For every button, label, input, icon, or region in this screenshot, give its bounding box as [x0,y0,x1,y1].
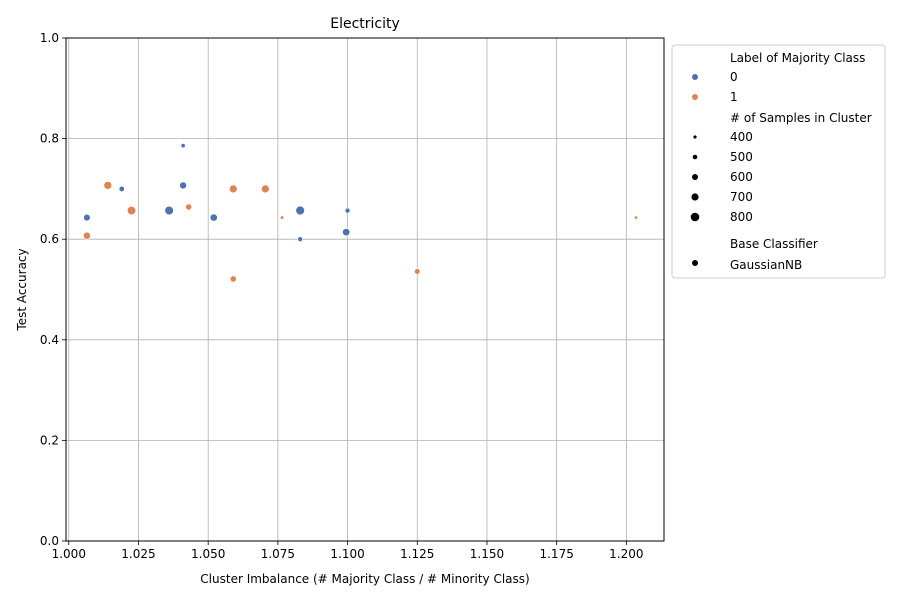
scatter-point-class-0-4 [179,181,187,190]
legend-style-title: Base Classifier [730,237,818,251]
x-tick-label: 1.050 [191,547,225,561]
x-tick-label: 1.100 [330,547,364,561]
legend-size-label-600: 600 [730,170,753,184]
x-tick-label: 1.150 [470,547,504,561]
legend-hue-label-0: 0 [730,70,738,84]
y-tick-label: 0.0 [40,534,59,548]
x-axis-label: Cluster Imbalance (# Majority Class / # … [200,572,529,586]
grid-lines [66,37,664,542]
x-tick-label: 1.200 [609,547,643,561]
scatter-point-class-1-6 [261,184,270,194]
scatter-point-class-1-4 [229,184,238,194]
scatter-point-class-0-7 [297,236,303,242]
scatter-point-class-0-0 [83,213,91,222]
scatter-point-class-1-8 [414,268,421,275]
legend-marker-size-700 [691,193,699,201]
scatter-point-class-1-0 [83,231,91,240]
scatter-point-class-0-2 [164,205,174,216]
legend-marker-gaussiannb [692,260,698,266]
y-tick-label: 0.2 [40,433,59,447]
legend-marker-size-800 [690,212,700,222]
x-tick-label: 1.175 [539,547,573,561]
chart-title: Electricity [330,16,400,32]
data-points [83,143,639,283]
scatter-point-class-0-9 [344,207,351,214]
scatter-point-class-1-9 [634,215,639,220]
scatter-point-class-0-6 [295,205,305,216]
scatter-point-class-0-3 [180,143,186,149]
legend-marker-size-600 [692,174,698,180]
scatter-point-class-0-1 [118,185,125,192]
legend-style-label-gaussiannb: GaussianNB [730,258,802,272]
legend-size-label-700: 700 [730,190,753,204]
x-tick-label: 1.025 [121,547,155,561]
legend-size-label-500: 500 [730,150,753,164]
x-axis-ticks: 1.000 1.025 1.050 1.075 1.100 1.125 1.150 1.175… [52,541,644,561]
scatter-point-class-0-8 [342,228,351,237]
y-tick-label: 0.4 [40,333,59,347]
x-tick-label: 1.075 [261,547,295,561]
legend-hue-title: Label of Majority Class [730,51,865,65]
scatter-point-class-1-7 [280,215,285,220]
y-tick-label: 0.8 [40,132,59,146]
legend-hue-label-1: 1 [730,90,738,104]
legend-size-title: # of Samples in Cluster [730,111,872,125]
legend-marker-size-500 [692,154,698,160]
legend-marker-class-0 [692,74,698,80]
scatter-point-class-1-1 [103,181,113,190]
scatter-point-class-1-3 [185,203,193,211]
y-tick-label: 0.6 [40,232,59,246]
scatter-point-class-1-5 [229,275,237,283]
y-axis-label: Test Accuracy [15,248,29,331]
scatter-point-class-1-2 [126,205,137,216]
scatter-point-class-0-5 [209,213,218,222]
legend-size-label-400: 400 [730,130,753,144]
x-tick-label: 1.125 [400,547,434,561]
legend: Label of Majority Class 0 1 # of Samples… [671,44,886,279]
legend-marker-class-1 [692,94,698,100]
legend-box [671,44,886,279]
legend-marker-size-400 [693,135,697,139]
plot-frame [65,37,665,542]
y-tick-label: 1.0 [40,31,59,45]
y-axis-ticks: 0.0 0.2 0.4 0.6 0.8 1.0 [40,31,66,548]
x-tick-label: 1.000 [52,547,86,561]
legend-size-label-800: 800 [730,210,753,224]
